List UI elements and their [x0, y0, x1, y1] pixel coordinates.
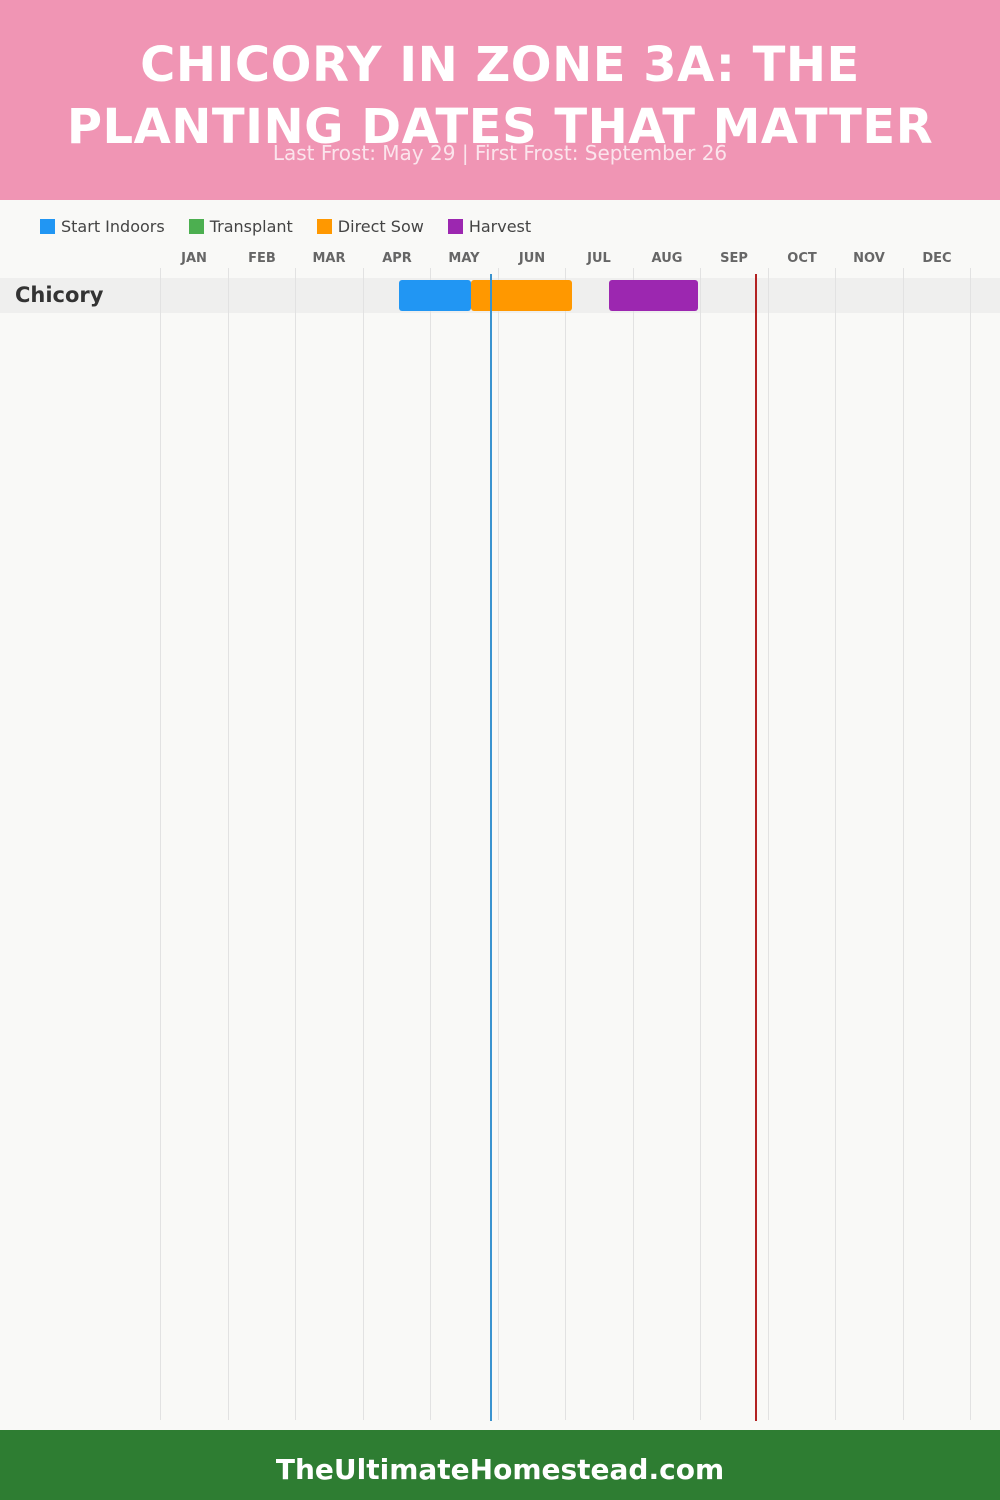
legend-label: Direct Sow — [337, 216, 424, 236]
month-label: DEC — [922, 251, 952, 266]
month-gridline — [970, 268, 971, 1420]
legend: Start Indoors Transplant Direct Sow Harvest — [40, 215, 555, 237]
month-label: JUL — [587, 251, 611, 266]
footer-site-link[interactable]: TheUltimateHomestead.com — [275, 1453, 725, 1486]
page-title: CHICORY IN ZONE 3A: THE PLANTING DATES T… — [66, 37, 934, 155]
legend-item: Start Indoors — [40, 217, 165, 236]
legend-label: Transplant — [209, 216, 293, 236]
month-gridline — [430, 268, 431, 1420]
first-frost-line — [755, 274, 758, 1421]
legend-item: Direct Sow — [316, 216, 424, 236]
month-gridline — [160, 268, 161, 1420]
month-label: FEB — [248, 251, 276, 266]
month-gridline — [498, 268, 499, 1420]
legend-swatch — [188, 218, 204, 234]
harvest-bar — [608, 280, 698, 311]
month-gridline — [768, 268, 769, 1420]
month-gridline — [700, 268, 701, 1420]
legend-swatch — [40, 218, 55, 234]
direct-sow-bar — [471, 280, 572, 311]
legend-swatch — [316, 218, 332, 234]
month-label: SEP — [720, 251, 748, 266]
legend-label: Harvest — [468, 216, 532, 236]
last-frost-line — [490, 274, 492, 1421]
month-label: MAY — [448, 251, 480, 266]
month-gridline — [903, 268, 904, 1420]
month-label: NOV — [853, 251, 885, 266]
month-label: MAR — [312, 251, 346, 266]
month-gridline — [295, 268, 296, 1420]
month-label: AUG — [651, 251, 683, 266]
footer-banner — [0, 1430, 1000, 1500]
legend-item: Harvest — [447, 216, 532, 236]
month-label: APR — [382, 251, 412, 266]
month-gridline — [633, 268, 634, 1420]
legend-swatch — [447, 218, 463, 234]
header-banner: CHICORY IN ZONE 3A: THE PLANTING DATES T… — [0, 0, 1000, 200]
month-gridline — [228, 268, 229, 1420]
legend-item: Transplant — [188, 216, 293, 236]
month-gridline — [363, 268, 364, 1420]
start-indoors-bar — [398, 280, 472, 311]
legend-label: Start Indoors — [61, 216, 165, 236]
month-gridline — [565, 268, 566, 1420]
month-gridline — [835, 268, 836, 1420]
month-label: JUN — [518, 251, 546, 266]
crop-label: Chicory — [15, 283, 104, 307]
frost-dates-subtitle: Last Frost: May 29 | First Frost: Septem… — [272, 141, 728, 165]
month-label: OCT — [787, 251, 817, 266]
month-label: JAN — [181, 251, 207, 266]
